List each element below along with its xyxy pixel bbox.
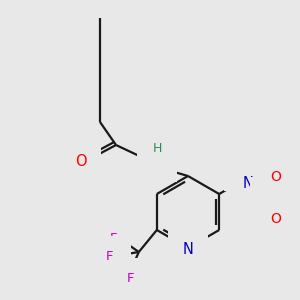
Text: F: F <box>106 250 114 262</box>
Text: N: N <box>152 152 162 167</box>
Text: H: H <box>236 166 246 178</box>
Text: O: O <box>271 170 281 184</box>
Text: O: O <box>271 212 281 226</box>
Text: O: O <box>75 154 87 169</box>
Text: S: S <box>264 191 274 206</box>
Text: F: F <box>110 232 118 244</box>
Text: N: N <box>183 242 194 256</box>
Text: N: N <box>243 176 254 191</box>
Text: H: H <box>152 142 162 154</box>
Text: F: F <box>127 272 135 284</box>
